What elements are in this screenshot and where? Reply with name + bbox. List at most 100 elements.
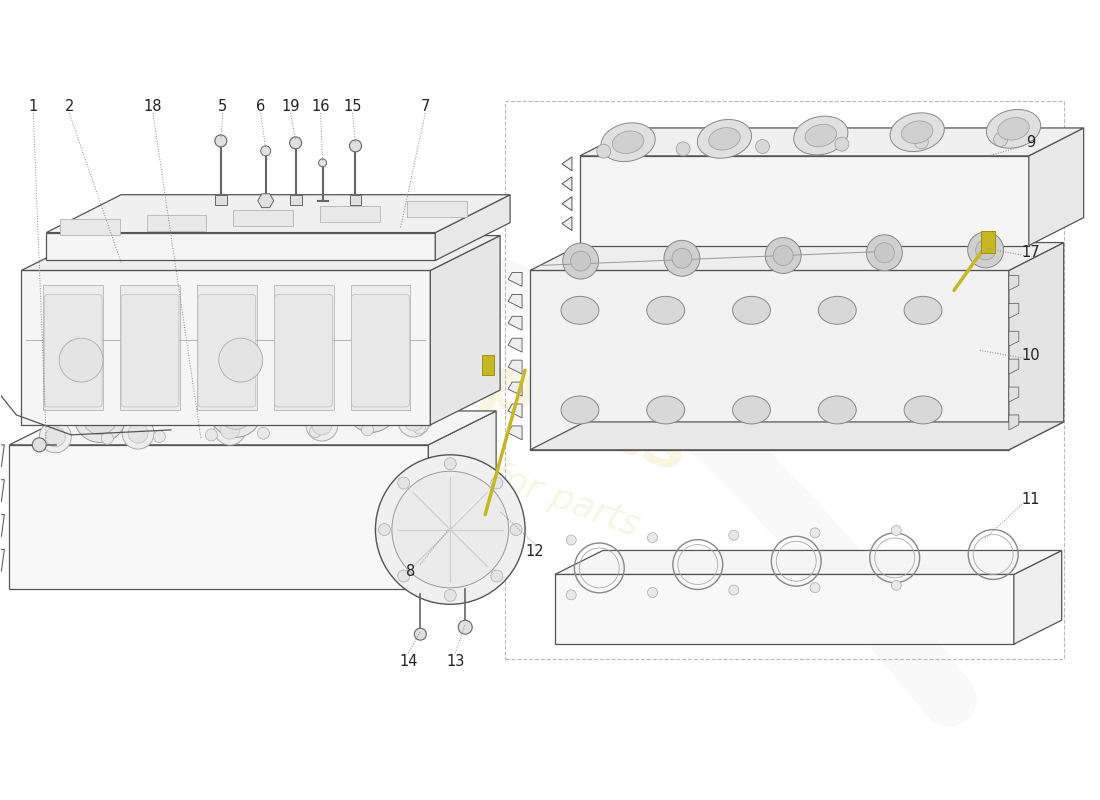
Circle shape — [375, 455, 525, 604]
Polygon shape — [508, 426, 522, 440]
Circle shape — [59, 338, 103, 382]
Polygon shape — [556, 574, 1014, 644]
Text: a passion for parts: a passion for parts — [316, 396, 645, 543]
Bar — [350, 194, 362, 205]
Polygon shape — [1009, 415, 1019, 430]
Ellipse shape — [561, 396, 598, 424]
Circle shape — [74, 390, 125, 442]
Text: 6: 6 — [256, 98, 265, 114]
Circle shape — [648, 587, 658, 598]
Circle shape — [414, 422, 426, 434]
Polygon shape — [580, 128, 1084, 156]
Circle shape — [491, 477, 503, 489]
Polygon shape — [580, 156, 1028, 246]
Circle shape — [676, 142, 690, 156]
Circle shape — [40, 421, 72, 453]
Polygon shape — [21, 235, 500, 270]
Circle shape — [563, 243, 598, 279]
Polygon shape — [274, 286, 333, 410]
Circle shape — [306, 409, 338, 441]
Polygon shape — [508, 294, 522, 308]
Ellipse shape — [987, 110, 1041, 148]
Polygon shape — [21, 270, 430, 425]
Polygon shape — [351, 286, 410, 410]
Polygon shape — [197, 286, 256, 410]
Polygon shape — [508, 382, 522, 396]
Circle shape — [874, 242, 894, 262]
FancyBboxPatch shape — [352, 294, 409, 407]
Polygon shape — [562, 177, 572, 190]
Polygon shape — [10, 411, 496, 445]
Polygon shape — [508, 338, 522, 352]
Circle shape — [219, 338, 263, 382]
Polygon shape — [436, 194, 510, 261]
Bar — [482, 355, 494, 375]
Polygon shape — [1028, 128, 1084, 246]
Circle shape — [566, 590, 576, 600]
Text: 19: 19 — [282, 98, 300, 114]
Ellipse shape — [601, 123, 656, 162]
Circle shape — [773, 246, 793, 266]
Polygon shape — [46, 194, 510, 233]
Text: 2: 2 — [65, 98, 74, 114]
Circle shape — [664, 240, 700, 276]
Polygon shape — [562, 217, 572, 230]
Circle shape — [404, 411, 424, 431]
Text: 16: 16 — [311, 98, 330, 114]
Polygon shape — [530, 270, 1009, 450]
Polygon shape — [562, 157, 572, 170]
Polygon shape — [0, 550, 4, 571]
Text: eurosparts: eurosparts — [261, 272, 700, 488]
Circle shape — [867, 234, 902, 270]
Ellipse shape — [901, 121, 933, 143]
Ellipse shape — [647, 296, 684, 324]
Ellipse shape — [998, 118, 1030, 140]
Circle shape — [220, 419, 240, 439]
Text: 8: 8 — [406, 564, 415, 579]
Circle shape — [218, 394, 254, 430]
Polygon shape — [1009, 331, 1019, 346]
Text: 11: 11 — [1022, 492, 1040, 507]
Circle shape — [128, 423, 148, 443]
Bar — [505, 101, 1064, 659]
Circle shape — [993, 133, 1008, 146]
Circle shape — [214, 413, 246, 445]
Ellipse shape — [733, 296, 770, 324]
Text: 18: 18 — [144, 98, 163, 114]
Polygon shape — [0, 480, 4, 502]
Text: 17: 17 — [1022, 245, 1041, 260]
Polygon shape — [530, 242, 1064, 270]
Circle shape — [82, 398, 118, 434]
Text: 14: 14 — [399, 654, 418, 669]
Circle shape — [392, 471, 508, 588]
Circle shape — [210, 386, 262, 438]
Ellipse shape — [697, 119, 751, 158]
Polygon shape — [1009, 387, 1019, 402]
Bar — [289, 194, 301, 205]
Circle shape — [153, 430, 165, 442]
Polygon shape — [1009, 242, 1064, 450]
Circle shape — [312, 415, 332, 435]
Bar — [146, 215, 207, 230]
Circle shape — [597, 144, 611, 158]
Ellipse shape — [818, 396, 856, 424]
Circle shape — [350, 140, 362, 152]
Bar — [320, 206, 379, 222]
Circle shape — [459, 620, 472, 634]
Bar — [233, 210, 294, 226]
Circle shape — [214, 135, 227, 147]
Bar — [407, 201, 466, 217]
Circle shape — [50, 434, 62, 446]
Circle shape — [257, 427, 270, 439]
Circle shape — [976, 240, 996, 260]
Text: 12: 12 — [526, 544, 544, 559]
Circle shape — [32, 438, 46, 452]
Text: 1: 1 — [29, 98, 37, 114]
Circle shape — [914, 135, 928, 149]
Circle shape — [398, 477, 409, 489]
Circle shape — [101, 432, 113, 444]
Circle shape — [566, 535, 576, 545]
Text: 9: 9 — [1026, 135, 1035, 150]
Polygon shape — [430, 235, 500, 425]
Circle shape — [45, 427, 65, 446]
